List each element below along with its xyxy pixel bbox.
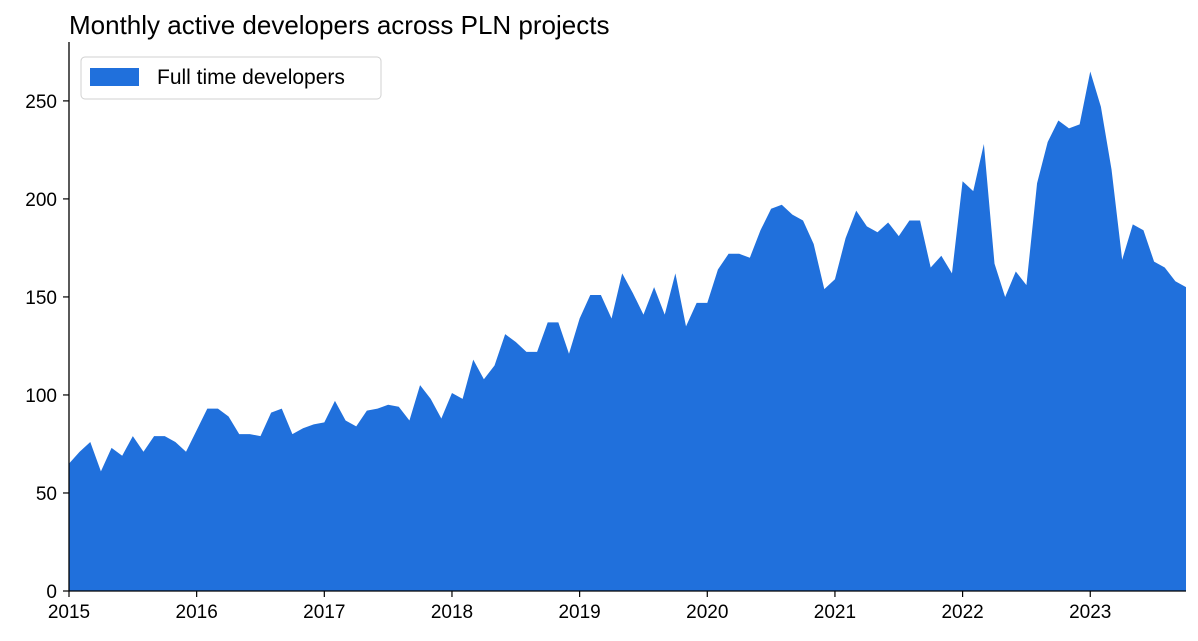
axes: 0 50 100 150 200 250 2015 2016 2017 2018 2019 2020 2… (25, 42, 1186, 623)
x-tick-label: 2021 (814, 602, 856, 623)
x-tick-label: 2016 (176, 602, 218, 623)
x-tick-label: 2019 (558, 602, 600, 623)
y-tick-label: 0 (46, 582, 57, 603)
legend-swatch (90, 68, 139, 86)
x-tick-label: 2020 (686, 602, 728, 623)
x-tick-label: 2017 (303, 602, 345, 623)
x-tick-label: 2018 (431, 602, 473, 623)
legend: Full time developers (80, 56, 382, 100)
x-tick-label: 2023 (1069, 602, 1111, 623)
y-tick-label: 200 (25, 190, 57, 211)
x-tick-label: 2022 (941, 602, 983, 623)
legend-label: Full time developers (157, 66, 345, 89)
y-tick-label: 100 (25, 386, 57, 407)
area-series-0 (69, 71, 1186, 592)
y-tick-label: 150 (25, 288, 57, 309)
chart-title: Monthly active developers across PLN pro… (69, 10, 610, 40)
plot-area (69, 71, 1186, 592)
y-tick-label: 250 (25, 92, 57, 113)
legend-box (80, 56, 382, 100)
y-tick-label: 50 (36, 484, 57, 505)
x-tick-label: 2015 (48, 602, 90, 623)
